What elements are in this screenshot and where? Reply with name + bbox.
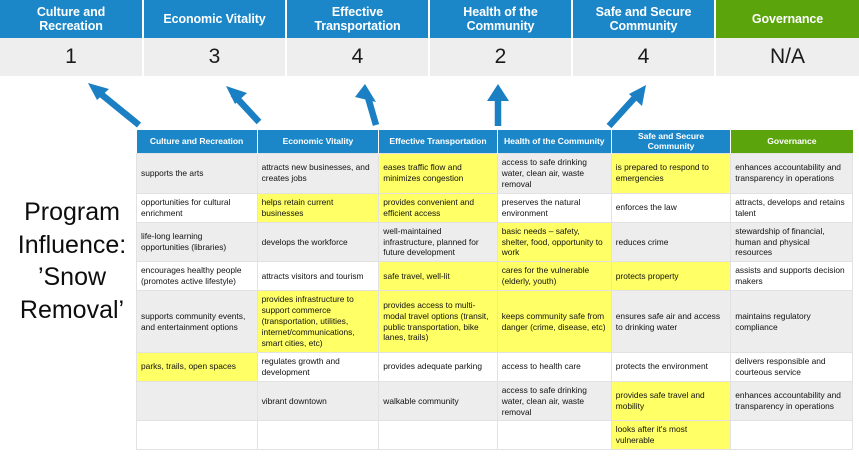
arrow-health-of-the-community-icon: [487, 84, 509, 126]
matrix-cell: assists and supports decision makers: [730, 261, 853, 292]
matrix-cell: enhances accountability and transparency…: [730, 153, 853, 194]
matrix-cell: opportunities for cultural enrichment: [136, 192, 258, 223]
matrix-cell: preserves the natural environment: [496, 192, 612, 223]
matrix-cell: access to safe drinking water, clean air…: [496, 153, 612, 194]
matrix-cell: develops the workforce: [256, 221, 380, 263]
matrix-cell: [378, 420, 498, 451]
matrix-cell: looks after it's most vulnerable: [610, 420, 732, 451]
matrix-row: looks after it's most vulnerable: [136, 420, 853, 451]
scorecard-header-effective-transportation[interactable]: Effective Transportation: [287, 0, 430, 38]
scorecard-header-health-of-the-community[interactable]: Health of the Community: [430, 0, 573, 38]
matrix-cell: enhances accountability and transparency…: [730, 380, 853, 422]
matrix-cell: provides convenient and efficient access: [378, 192, 498, 223]
scorecard-header-label: Governance: [751, 12, 824, 26]
scorecard-header-economic-vitality[interactable]: Economic Vitality: [144, 0, 287, 38]
matrix-cell: [136, 380, 258, 422]
scorecard-score-row: 1 3 4 2 4 N/A: [0, 38, 859, 76]
scorecard-header-governance[interactable]: Governance: [716, 0, 859, 38]
matrix-row: supports the arts attracts new businesses…: [136, 153, 853, 194]
matrix-cell: protects the environment: [610, 351, 732, 382]
matrix-cell: basic needs – safety, shelter, food, opp…: [496, 221, 612, 263]
arrow-culture-and-recreation-icon: [88, 83, 142, 128]
matrix-row: supports community events, and entertain…: [136, 290, 853, 353]
matrix-cell: is prepared to respond to emergencies: [610, 153, 732, 194]
matrix-cell: attracts, develops and retains talent: [730, 192, 853, 223]
score-effective-transportation: 4: [287, 38, 430, 76]
arrow-effective-transportation-icon: [355, 84, 380, 126]
arrow-economic-vitality-icon: [226, 86, 262, 125]
matrix-header-safe-and-secure-community[interactable]: Safe and Secure Community: [611, 130, 732, 154]
matrix-cell: cares for the vulnerable (elderly, youth…: [496, 261, 612, 292]
scorecard-header-row: Culture and Recreation Economic Vitality…: [0, 0, 859, 38]
matrix-cell: encourages healthy people (promotes acti…: [136, 261, 258, 292]
scorecard-header-label: Economic Vitality: [163, 12, 266, 26]
caption-line-4: Removal’: [19, 295, 125, 324]
matrix-cell: ensures safe air and access to drinking …: [610, 290, 732, 353]
matrix-cell: supports community events, and entertain…: [136, 290, 258, 353]
matrix-body: supports the arts attracts new businesses…: [136, 153, 853, 451]
matrix-cell: life-long learning opportunities (librar…: [136, 221, 258, 263]
score-safe-and-secure-community: 4: [573, 38, 716, 76]
score-culture-and-recreation: 1: [0, 38, 144, 76]
matrix-cell: stewardship of financial, human and phys…: [730, 221, 853, 263]
matrix-cell: vibrant downtown: [256, 380, 380, 422]
matrix-cell: access to safe drinking water, clean air…: [496, 380, 612, 422]
matrix-header-health-of-the-community[interactable]: Health of the Community: [497, 130, 612, 154]
caption-line-2: Influence:: [17, 230, 127, 259]
score-governance: N/A: [716, 38, 859, 76]
scorecard: Culture and Recreation Economic Vitality…: [0, 0, 859, 76]
matrix-cell: protects property: [610, 261, 732, 292]
scorecard-header-label: Safe and Secure Community: [595, 5, 692, 33]
matrix-cell: reduces crime: [610, 221, 732, 263]
matrix-cell: parks, trails, open spaces: [136, 351, 258, 382]
matrix-cell: safe travel, well-lit: [378, 261, 498, 292]
program-influence-caption: Program Influence: ’Snow Removal’: [8, 196, 136, 326]
matrix-cell: enforces the law: [610, 192, 732, 223]
matrix-cell: provides infrastructure to support comme…: [256, 290, 380, 353]
matrix-row: parks, trails, open spaces regulates grow…: [136, 351, 853, 382]
matrix-header-governance[interactable]: Governance: [730, 130, 853, 154]
matrix-cell: supports the arts: [136, 153, 258, 194]
matrix-cell: well-maintained infrastructure, planned …: [378, 221, 498, 263]
matrix-cell: [136, 420, 258, 451]
caption-line-1: Program: [24, 198, 120, 226]
matrix-cell: provides adequate parking: [378, 351, 498, 382]
scorecard-header-label: Culture and Recreation: [36, 5, 106, 33]
score-economic-vitality: 3: [144, 38, 287, 76]
matrix-row: opportunities for cultural enrichment hel…: [136, 192, 853, 223]
matrix-header-culture-and-recreation[interactable]: Culture and Recreation: [136, 130, 258, 154]
matrix-cell: access to health care: [496, 351, 612, 382]
matrix-cell: provides safe travel and mobility: [610, 380, 732, 422]
matrix-cell: keeps community safe from danger (crime,…: [496, 290, 612, 353]
arrow-safe-and-secure-community-icon: [606, 85, 646, 129]
scorecard-header-culture-and-recreation[interactable]: Culture and Recreation: [0, 0, 144, 38]
matrix-header-row: Culture and Recreation Economic Vitality…: [136, 130, 853, 154]
scorecard-header-label: Health of the Community: [463, 5, 538, 33]
matrix-header-economic-vitality[interactable]: Economic Vitality: [257, 130, 380, 154]
matrix-cell: [496, 420, 612, 451]
program-influence-matrix: Culture and Recreation Economic Vitality…: [136, 130, 853, 451]
matrix-cell: eases traffic flow and minimizes congest…: [378, 153, 498, 194]
matrix-cell: [730, 420, 853, 451]
matrix-cell: walkable community: [378, 380, 498, 422]
matrix-cell: maintains regulatory compliance: [730, 290, 853, 353]
matrix-cell: attracts visitors and tourism: [256, 261, 380, 292]
matrix-row: vibrant downtown walkable community access…: [136, 380, 853, 422]
matrix-cell: helps retain current businesses: [256, 192, 380, 223]
scorecard-header-safe-and-secure-community[interactable]: Safe and Secure Community: [573, 0, 716, 38]
score-health-of-the-community: 2: [430, 38, 573, 76]
matrix-cell: delivers responsible and courteous servi…: [730, 351, 853, 382]
scorecard-header-label: Effective Transportation: [314, 5, 401, 33]
matrix-header-effective-transportation[interactable]: Effective Transportation: [378, 130, 498, 154]
matrix-cell: provides access to multi-modal travel op…: [378, 290, 498, 353]
arrow-layer: [88, 83, 646, 129]
matrix-cell: regulates growth and development: [256, 351, 380, 382]
matrix-cell: [256, 420, 380, 451]
matrix-row: life-long learning opportunities (librar…: [136, 221, 853, 263]
matrix-cell: attracts new businesses, and creates job…: [256, 153, 380, 194]
matrix-row: encourages healthy people (promotes acti…: [136, 261, 853, 292]
caption-line-3: ’Snow: [37, 263, 107, 291]
